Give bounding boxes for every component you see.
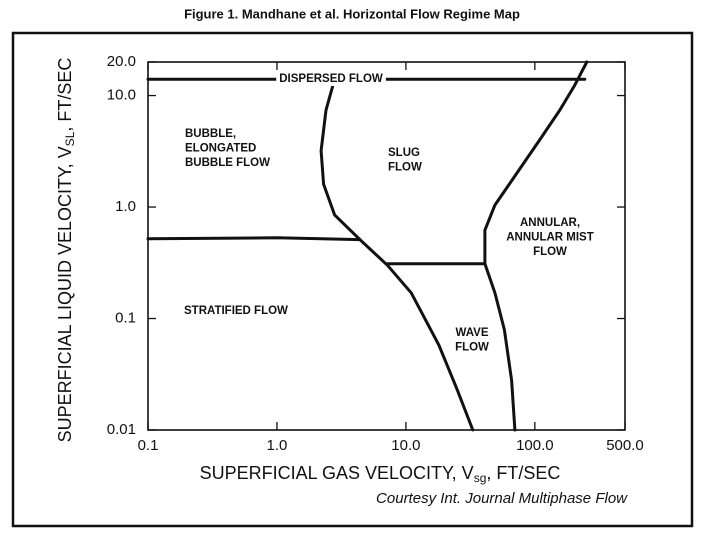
- x-label-text: SUPERFICIAL GAS VELOCITY, V: [200, 463, 474, 483]
- region-label: WAVE: [455, 327, 488, 339]
- region-label: ELONGATED: [185, 143, 256, 155]
- x-tick-label: 100.0: [516, 437, 554, 454]
- y-tick-label: 0.1: [115, 309, 136, 326]
- x-axis-label: SUPERFICIAL GAS VELOCITY, Vsg, FT/SEC: [200, 463, 561, 485]
- figure-frame: [11, 31, 694, 528]
- region-label: FLOW: [455, 342, 489, 354]
- region-label: FLOW: [533, 246, 567, 258]
- region-label: FLOW: [388, 162, 422, 174]
- credit-note: Courtesy Int. Journal Multiphase Flow: [376, 490, 628, 507]
- y-tick-label: 10.0: [107, 87, 136, 104]
- y-tick-label: 20.0: [107, 53, 136, 70]
- y-label-tail: , FT/SEC: [55, 58, 75, 132]
- region-label: SLUG: [388, 147, 420, 159]
- x-label-subscript: sg: [474, 471, 487, 485]
- x-tick-label: 500.0: [606, 437, 644, 454]
- region-label: DISPERSED FLOW: [279, 73, 383, 85]
- plot-frame: [147, 61, 626, 431]
- y-tick-label: 0.01: [107, 421, 136, 438]
- x-tick-label: 1.0: [267, 437, 288, 454]
- regime-boundary: [146, 236, 362, 242]
- y-label-subscript: SL: [63, 131, 77, 146]
- chart-title: Figure 1. Mandhane et al. Horizontal Flo…: [184, 6, 520, 21]
- x-tick-label: 0.1: [138, 437, 159, 454]
- region-label: STRATIFIED FLOW: [184, 305, 288, 317]
- regime-boundary: [319, 77, 475, 432]
- region-label: BUBBLE,: [185, 128, 236, 140]
- label-background: [276, 72, 386, 87]
- region-label: BUBBLE FLOW: [185, 157, 270, 169]
- x-label-tail: , FT/SEC: [486, 463, 560, 483]
- y-axis-label: SUPERFICIAL LIQUID VELOCITY, VSL, FT/SEC: [55, 58, 77, 443]
- x-tick-label: 10.0: [391, 437, 420, 454]
- y-tick-label: 1.0: [115, 198, 136, 215]
- regime-boundary: [483, 60, 589, 432]
- region-label: ANNULAR,: [520, 217, 580, 229]
- region-label: ANNULAR MIST: [506, 232, 594, 244]
- y-label-text: SUPERFICIAL LIQUID VELOCITY, V: [55, 146, 75, 442]
